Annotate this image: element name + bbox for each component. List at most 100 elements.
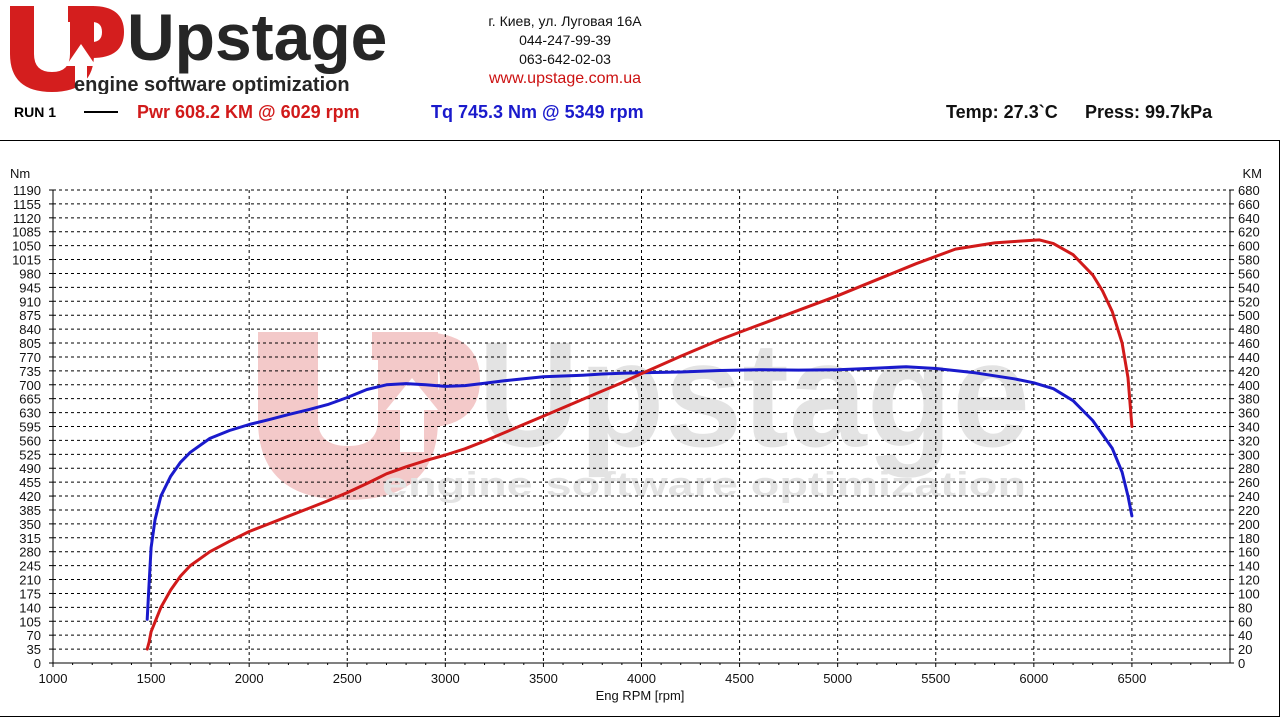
y-left-tick-label: 105	[19, 614, 41, 629]
y-right-tick-label: 600	[1238, 239, 1260, 254]
y-left-tick-label: 875	[19, 308, 41, 323]
y-right-tick-label: 480	[1238, 322, 1260, 337]
y-left-tick-label: 910	[19, 294, 41, 309]
y-right-tick-label: 340	[1238, 420, 1260, 435]
y-right-tick-label: 380	[1238, 392, 1260, 407]
y-right-tick-label: 280	[1238, 461, 1260, 476]
y-left-tick-label: 140	[19, 600, 41, 615]
y-left-tick-label: 980	[19, 266, 41, 281]
y-right-tick-label: 20	[1238, 642, 1252, 657]
y-left-tick-label: 595	[19, 420, 41, 435]
watermark-u-shape	[258, 332, 438, 500]
y-left-tick-label: 0	[34, 656, 41, 671]
y-left-tick-label: 700	[19, 378, 41, 393]
right-axis-unit: KM	[1243, 166, 1263, 181]
address: г. Киев, ул. Луговая 16А	[488, 13, 642, 29]
y-right-tick-label: 540	[1238, 280, 1260, 295]
x-tick-label: 6500	[1117, 671, 1146, 686]
y-left-tick-label: 665	[19, 392, 41, 407]
y-right-tick-label: 300	[1238, 447, 1260, 462]
y-right-tick-label: 260	[1238, 475, 1260, 490]
x-tick-label: 6000	[1019, 671, 1048, 686]
y-right-tick-label: 420	[1238, 364, 1260, 379]
y-right-tick-label: 520	[1238, 294, 1260, 309]
x-tick-label: 5500	[921, 671, 950, 686]
y-left-tick-label: 1015	[12, 253, 41, 268]
y-left-tick-label: 1120	[13, 211, 41, 226]
y-left-tick-label: 210	[19, 573, 41, 588]
chart-grid	[53, 189, 1230, 663]
pressure-readout: Press: 99.7kPa	[1085, 102, 1213, 122]
y-right-tick-label: 680	[1238, 183, 1260, 198]
y-left-tick-label: 1085	[12, 225, 41, 240]
y-left-tick-label: 385	[19, 503, 41, 518]
y-right-tick-label: 200	[1238, 517, 1260, 532]
y-right-tick-label: 40	[1238, 628, 1252, 643]
chart-series	[145, 238, 1134, 651]
y-right-tick-label: 240	[1238, 489, 1260, 504]
y-left-tick-label: 770	[19, 350, 41, 365]
y-left-tick-label: 420	[19, 489, 41, 504]
y-left-tick-label: 1155	[13, 197, 41, 212]
y-right-tick-label: 100	[1238, 586, 1260, 601]
logo-graphic: Upstage engine software optimization	[10, 0, 387, 96]
run-legend-line	[84, 111, 118, 113]
power-curve	[145, 238, 1134, 651]
x-tick-label: 2500	[333, 671, 362, 686]
torque-curve	[145, 365, 1134, 621]
x-tick-label: 4000	[627, 671, 656, 686]
x-tick-label: 4500	[725, 671, 754, 686]
power-peak: Pwr 608.2 KM @ 6029 rpm	[137, 102, 360, 122]
y-left-tick-label: 455	[19, 475, 41, 490]
y-left-tick-label: 315	[19, 531, 41, 546]
run-label: RUN 1	[14, 104, 57, 120]
x-tick-label: 3500	[529, 671, 558, 686]
phone-2: 063-642-02-03	[519, 51, 611, 67]
x-tick-label: 5000	[823, 671, 852, 686]
y-right-tick-label: 460	[1238, 336, 1260, 351]
logo-tagline: engine software optimization	[74, 74, 350, 94]
y-right-tick-label: 580	[1238, 253, 1260, 268]
y-left-tick-label: 70	[27, 628, 41, 643]
watermark-tagline: engine software optimization	[382, 466, 1026, 504]
temperature-readout: Temp: 27.3`C	[946, 102, 1058, 122]
upstage-logo: Upstage engine software optimization	[6, 0, 406, 96]
y-left-tick-label: 35	[27, 642, 41, 657]
y-left-tick-label: 805	[19, 336, 41, 351]
y-right-tick-label: 660	[1238, 197, 1260, 212]
y-right-tick-label: 60	[1238, 614, 1252, 629]
y-left-tick-label: 945	[19, 280, 41, 295]
website-link[interactable]: www.upstage.com.ua	[488, 70, 642, 87]
left-axis-unit: Nm	[10, 166, 30, 181]
y-left-tick-label: 525	[19, 447, 41, 462]
y-right-tick-label: 160	[1238, 545, 1260, 560]
y-right-tick-label: 440	[1238, 350, 1260, 365]
y-left-tick-label: 245	[19, 559, 41, 574]
x-tick-label: 1500	[137, 671, 166, 686]
y-right-tick-label: 560	[1238, 266, 1260, 281]
watermark-wordmark: Upstage	[478, 310, 1030, 478]
y-right-tick-label: 620	[1238, 225, 1260, 240]
y-right-tick-label: 140	[1238, 559, 1260, 574]
x-tick-label: 1000	[39, 671, 68, 686]
y-left-tick-label: 350	[19, 517, 41, 532]
y-left-tick-label: 175	[19, 586, 41, 601]
phone-1: 044-247-99-39	[519, 32, 611, 48]
y-left-tick-label: 735	[19, 364, 41, 379]
y-left-tick-label: 630	[19, 406, 41, 421]
y-right-tick-label: 500	[1238, 308, 1260, 323]
x-tick-label: 2000	[235, 671, 264, 686]
x-tick-label: 3000	[431, 671, 460, 686]
y-right-tick-label: 320	[1238, 433, 1260, 448]
run-summary-bar: RUN 1 Pwr 608.2 KM @ 6029 rpm Tq 745.3 N…	[0, 98, 1280, 126]
chart-axes: 1000 1500 2000 2500 3000 3500 4000 4500 5000 5500…	[12, 183, 1260, 686]
x-axis-label: Eng RPM [rpm]	[596, 688, 685, 703]
y-right-tick-label: 360	[1238, 406, 1260, 421]
watermark: Upstage engine software optimization	[258, 310, 1030, 504]
y-right-tick-label: 80	[1238, 600, 1252, 615]
y-right-tick-label: 180	[1238, 531, 1260, 546]
y-right-tick-label: 220	[1238, 503, 1260, 518]
watermark-p-shape	[372, 332, 480, 428]
y-left-tick-label: 560	[19, 433, 41, 448]
